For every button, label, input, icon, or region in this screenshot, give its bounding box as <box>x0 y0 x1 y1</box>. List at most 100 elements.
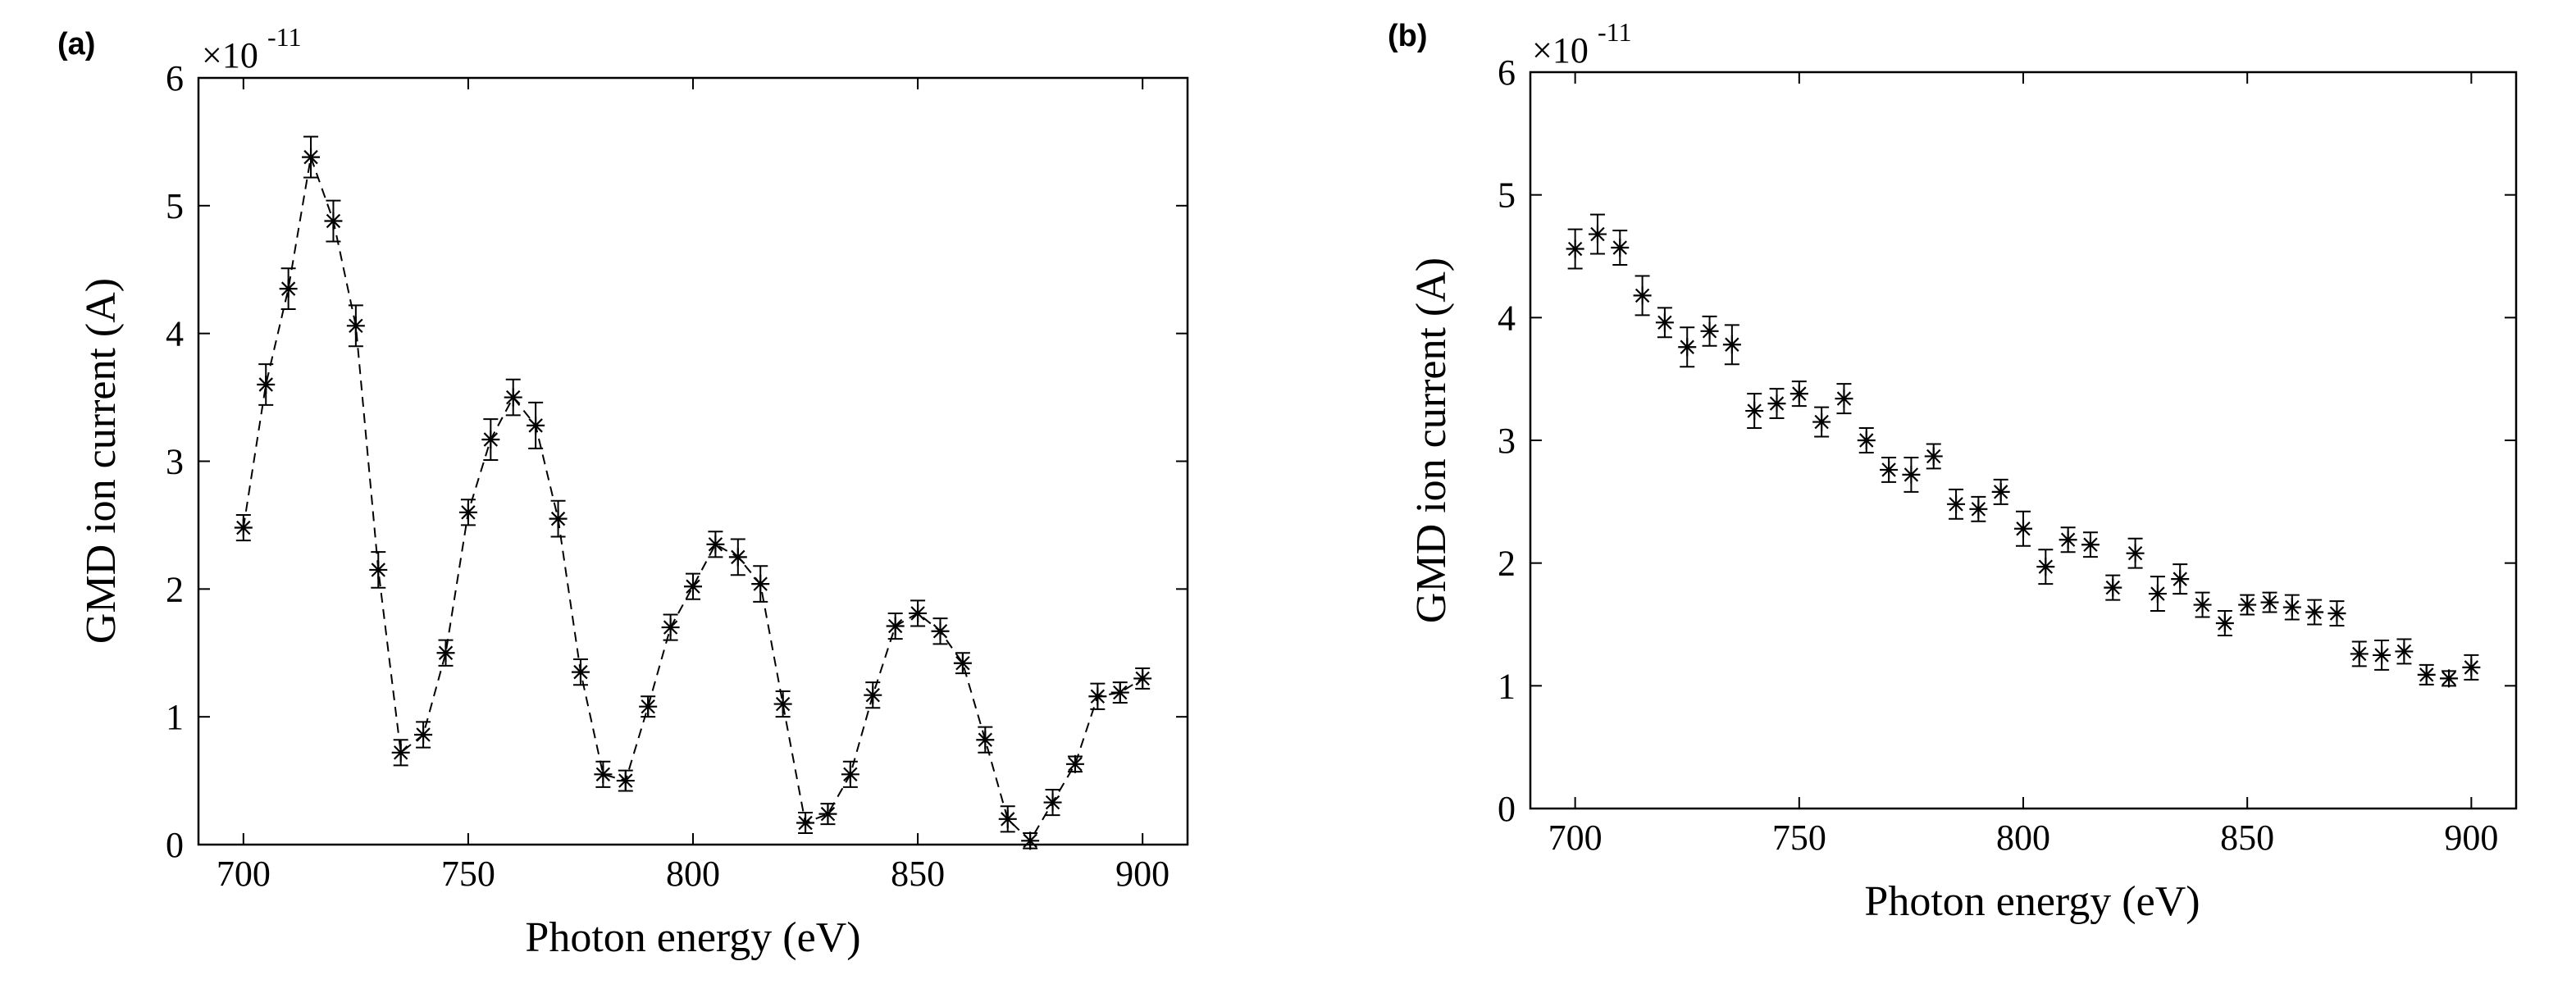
marker-stroke <box>2374 648 2389 663</box>
data-point <box>2215 610 2234 636</box>
panel-b-plot-frame <box>1529 71 2518 810</box>
marker-stroke <box>618 773 633 788</box>
data-point <box>2036 549 2055 585</box>
data-point <box>1088 682 1107 710</box>
marker-stroke <box>2464 660 2479 675</box>
asterisk-marker <box>2282 598 2301 617</box>
data-point <box>1611 230 1630 266</box>
marker-stroke <box>1926 449 1941 464</box>
marker-stroke <box>2285 599 2300 615</box>
asterisk-marker <box>1969 499 1988 518</box>
asterisk-marker <box>909 604 928 622</box>
data-point <box>1790 380 1808 408</box>
data-point <box>481 418 500 461</box>
y-tick-label: 6 <box>166 58 184 98</box>
marker-stroke <box>843 767 858 781</box>
marker-stroke <box>461 505 476 520</box>
marker-stroke <box>775 696 791 712</box>
data-point <box>616 769 635 792</box>
panel-a-y-exponent: ×10 -11 <box>202 22 301 75</box>
asterisk-marker <box>279 280 298 298</box>
marker-stroke <box>326 213 341 229</box>
y-tick-label: 0 <box>1498 789 1516 829</box>
y-tick-label: 6 <box>1498 52 1516 93</box>
panel-b-exponent-base: ×10 <box>1532 30 1589 71</box>
asterisk-marker <box>2260 593 2279 612</box>
marker-stroke <box>550 511 566 526</box>
asterisk-marker <box>1633 286 1652 305</box>
x-tick-label: 700 <box>217 854 271 894</box>
asterisk-marker <box>2215 614 2234 633</box>
marker-stroke <box>2150 586 2165 601</box>
data-point <box>2059 526 2077 554</box>
y-tick-label: 4 <box>1498 298 1516 338</box>
asterisk-marker <box>234 518 253 537</box>
x-tick-label: 800 <box>1996 818 2050 858</box>
marker-stroke <box>2352 646 2367 662</box>
marker-stroke <box>2016 522 2031 536</box>
data-point <box>1812 406 1831 438</box>
x-tick-label: 900 <box>2444 818 2498 858</box>
asterisk-marker <box>684 577 702 596</box>
asterisk-marker <box>2036 558 2055 576</box>
asterisk-marker <box>818 804 837 823</box>
data-point <box>2395 638 2414 665</box>
data-point <box>1835 383 1853 415</box>
y-tick-label: 5 <box>166 186 184 226</box>
data-point <box>2282 594 2301 621</box>
marker-stroke <box>753 576 768 591</box>
asterisk-marker <box>1812 412 1831 431</box>
data-point <box>1902 456 1921 493</box>
data-point <box>998 805 1017 833</box>
x-tick-label: 850 <box>2220 818 2274 858</box>
marker-stroke <box>1859 433 1874 448</box>
marker-stroke <box>1657 315 1672 330</box>
marker-stroke <box>1836 391 1852 406</box>
marker-stroke <box>1747 403 1762 418</box>
marker-stroke <box>1068 757 1083 772</box>
data-point <box>1588 213 1607 255</box>
data-point <box>234 513 253 542</box>
marker-stroke <box>1635 288 1650 303</box>
data-point <box>436 639 455 667</box>
asterisk-marker <box>1021 831 1040 850</box>
asterisk-marker <box>1991 482 2010 501</box>
asterisk-marker <box>369 560 388 579</box>
marker-stroke <box>932 624 948 639</box>
data-point <box>302 135 321 179</box>
x-tick-label: 750 <box>1772 818 1826 858</box>
asterisk-marker <box>1947 494 1966 513</box>
asterisk-marker <box>2328 604 2346 623</box>
marker-stroke <box>506 390 521 405</box>
panel-b-x-axis-title: Photon energy (eV) <box>1864 878 2200 925</box>
data-point <box>684 572 702 600</box>
data-point <box>773 690 792 718</box>
data-point <box>796 812 815 834</box>
marker-stroke <box>303 149 318 165</box>
asterisk-marker <box>751 575 770 594</box>
asterisk-marker <box>504 388 522 407</box>
marker-stroke <box>1023 833 1037 849</box>
data-point <box>257 363 276 406</box>
asterisk-marker <box>346 317 365 335</box>
marker-stroke <box>955 656 970 671</box>
y-tick-label: 2 <box>1498 544 1516 584</box>
marker-stroke <box>887 618 903 634</box>
data-point <box>369 551 388 589</box>
marker-stroke <box>2442 671 2456 686</box>
marker-stroke <box>2419 667 2434 682</box>
marker-stroke <box>438 645 454 660</box>
asterisk-marker <box>1924 447 1943 466</box>
data-point <box>2148 576 2167 613</box>
asterisk-marker <box>1566 239 1584 258</box>
asterisk-marker <box>1088 687 1107 706</box>
marker-stroke <box>1949 497 1963 512</box>
asterisk-marker <box>1767 394 1786 413</box>
data-point <box>1633 275 1652 317</box>
asterisk-marker <box>2373 645 2391 664</box>
panel-b-y-axis-title: GMD ion current (A) <box>1408 257 1455 623</box>
asterisk-marker <box>2193 595 2212 614</box>
data-point <box>818 803 837 826</box>
marker-stroke <box>978 732 993 747</box>
asterisk-marker <box>931 622 950 640</box>
